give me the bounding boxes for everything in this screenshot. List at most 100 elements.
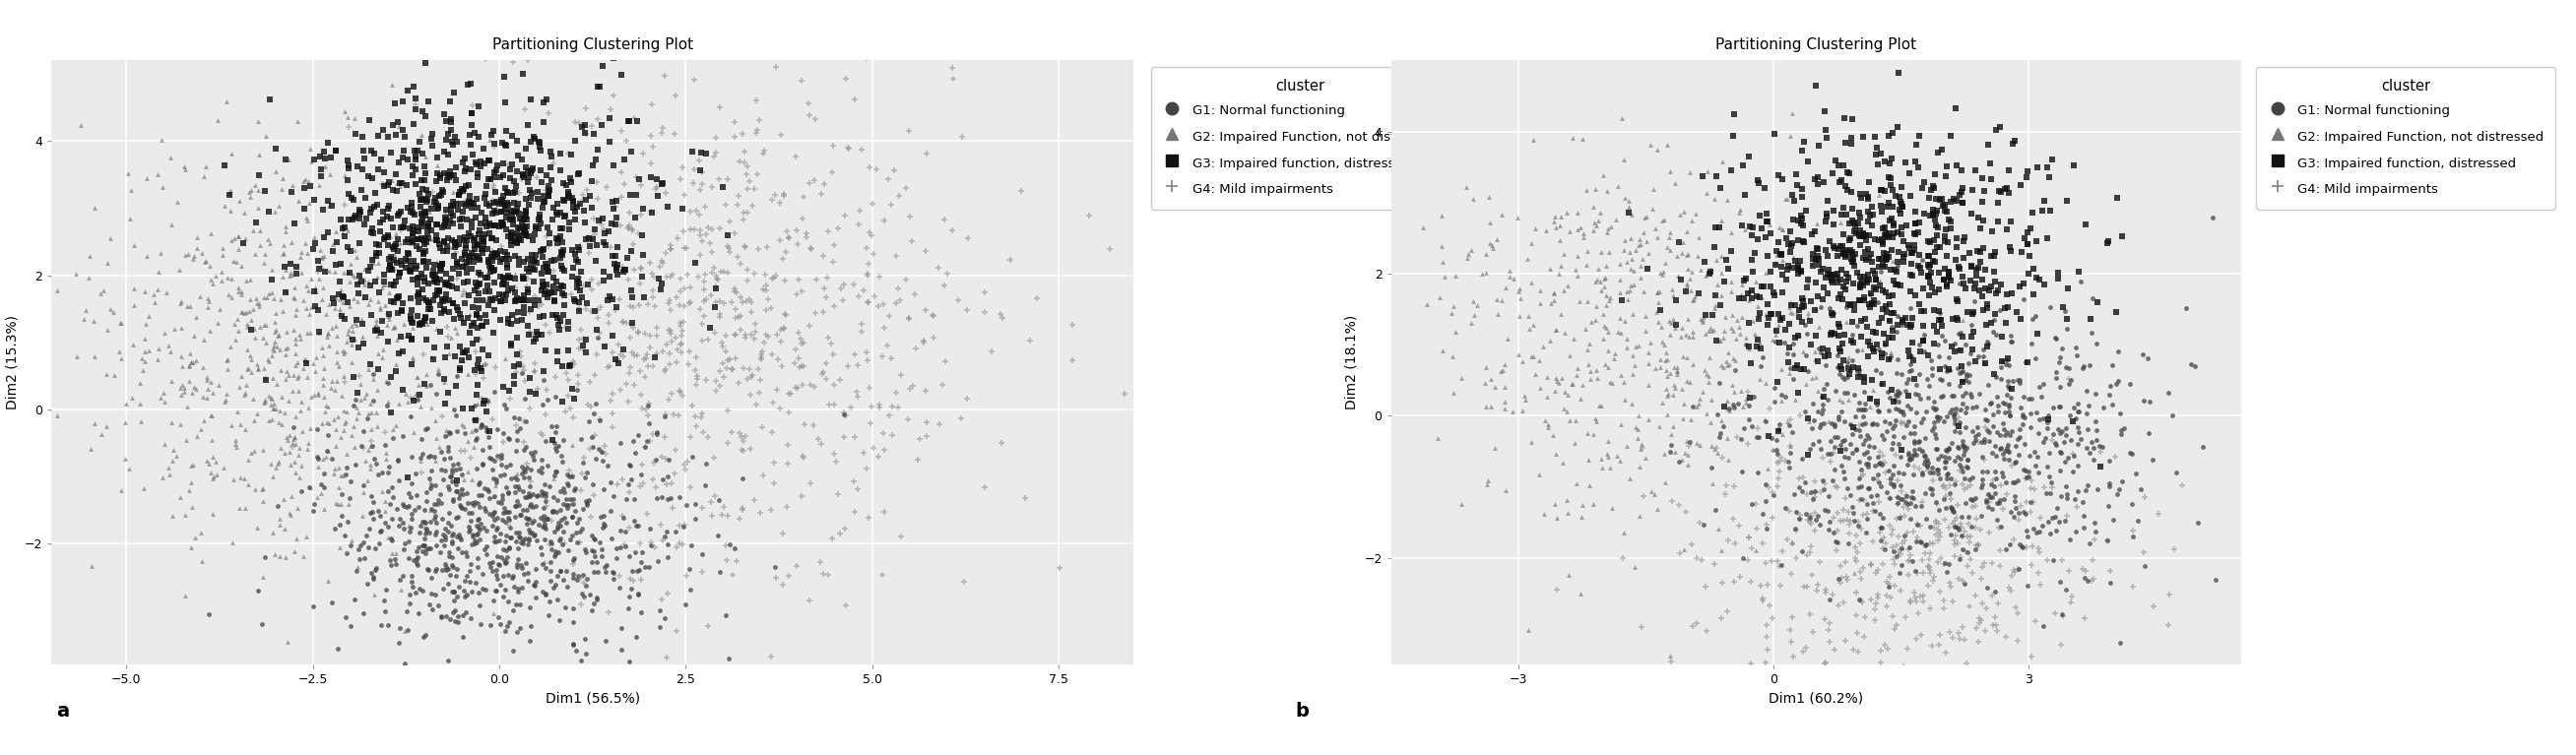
Point [531,420,572,432]
Point [1989,584,2030,596]
Point [572,489,613,501]
Point [335,244,376,256]
Point [1955,544,1996,556]
Point [260,183,301,196]
Point [1783,316,1824,328]
Point [446,239,487,251]
Point [289,482,330,494]
Point [219,381,260,393]
Point [319,276,361,288]
Point [397,675,438,687]
Point [1852,345,1893,357]
Point [752,272,793,284]
Point [848,226,889,239]
Point [379,621,420,633]
Point [1852,294,1893,307]
Point [489,513,531,525]
Point [1795,475,1837,487]
Point [845,346,886,358]
Point [1615,245,1656,257]
Point [144,396,185,408]
Point [634,271,675,283]
Point [1826,394,1868,406]
Point [1906,513,1947,525]
Point [340,206,381,218]
Point [430,113,471,125]
Point [477,473,518,485]
Point [495,378,536,390]
Point [443,185,484,197]
Point [587,291,629,303]
Point [1772,651,1814,663]
Point [616,350,657,362]
Point [1628,263,1669,275]
Point [113,282,155,294]
Point [528,236,569,248]
Point [562,523,603,535]
Point [1540,260,1582,272]
Point [670,345,711,357]
Point [330,540,371,552]
Point [433,200,474,212]
Point [513,294,554,307]
Point [523,429,564,441]
Point [438,189,479,201]
Point [386,262,428,274]
Point [868,409,909,421]
Point [559,297,600,309]
Point [520,217,562,230]
Point [1860,347,1901,359]
Point [1886,458,1927,470]
Point [2071,575,2112,587]
Point [430,551,471,563]
Point [1963,172,2004,184]
Point [1762,389,1803,401]
Point [1757,555,1798,567]
Point [1917,442,1958,455]
Point [1862,543,1904,555]
Point [1695,504,1736,516]
Point [1780,217,1821,230]
Point [317,498,358,510]
Point [1847,193,1888,205]
Point [1754,289,1795,301]
Point [1471,372,1512,384]
Point [477,476,518,488]
Point [1631,485,1672,498]
Point [263,271,304,283]
Point [420,464,461,476]
Point [2009,222,2050,234]
Point [2074,525,2115,538]
Point [1677,617,1718,629]
Point [435,239,477,251]
Point [1924,493,1965,505]
Point [1731,284,1772,296]
Point [778,382,819,394]
Point [497,553,538,565]
Point [1600,286,1641,298]
Point [389,525,430,538]
Point [868,340,909,352]
Point [420,264,461,276]
Point [1893,468,1935,480]
Point [381,221,422,233]
Point [492,176,533,188]
Point [2244,411,2285,423]
Point [1723,159,1765,171]
Point [510,501,551,513]
Point [500,509,541,521]
Point [487,125,528,137]
Point [569,240,611,252]
Point [327,188,368,200]
Point [348,276,389,288]
Point [459,131,500,143]
Point [404,272,446,284]
Point [229,323,270,335]
Point [1860,352,1901,364]
Point [824,409,866,421]
Point [2166,302,2208,314]
Point [229,191,270,203]
Point [1834,298,1875,310]
Point [1690,416,1731,428]
Point [384,144,425,156]
